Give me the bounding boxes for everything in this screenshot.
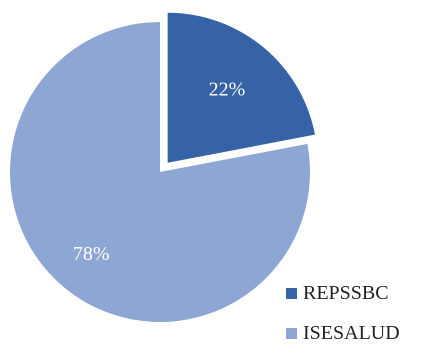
legend-swatch-repssbc [286,287,297,299]
legend: REPSSBC ISESALUD [286,282,400,362]
pie-chart: 22% 78% [9,12,315,323]
pie-slice-repssbc [167,12,315,163]
pie-chart-canvas: 22% 78% [9,12,315,323]
legend-item-repssbc: REPSSBC [286,282,400,304]
legend-item-isesalud: ISESALUD [286,322,400,344]
legend-label-isesalud: ISESALUD [303,321,400,344]
data-label-isesalud: 78% [73,243,110,265]
legend-label-repssbc: REPSSBC [303,281,389,304]
pie-slice-isesalud [9,22,310,323]
legend-swatch-isesalud [286,327,297,339]
data-label-repssbc: 22% [209,79,246,101]
